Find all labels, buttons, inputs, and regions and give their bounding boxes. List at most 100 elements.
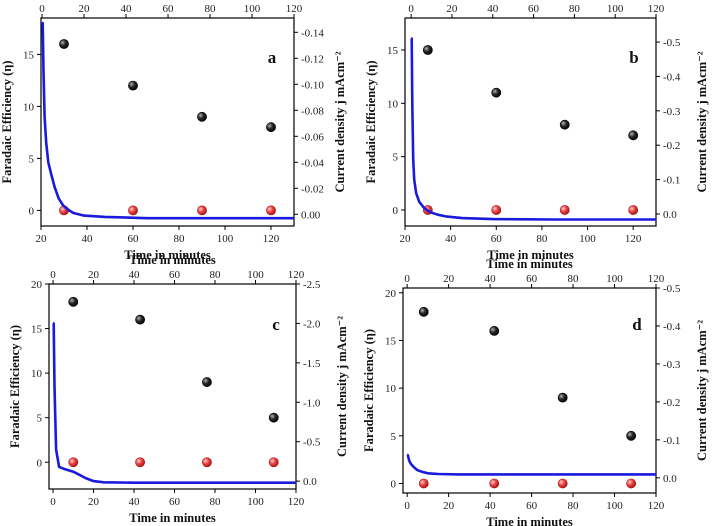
x2-tick-label: 60	[169, 269, 181, 281]
y2-tick-label: -0.2	[663, 397, 680, 409]
x-tick-label: 40	[129, 496, 141, 508]
x-tick-label: 120	[263, 233, 280, 245]
x2-tick-label: 40	[485, 273, 497, 285]
efficiency-point-red	[202, 457, 212, 468]
y2-tick-label: 0.0	[663, 473, 677, 485]
panel-label: a	[268, 48, 277, 67]
efficiency-point-black	[266, 122, 276, 133]
efficiency-point-red	[628, 205, 639, 215]
y2-tick-label: -0.14	[301, 27, 324, 39]
y2-tick-label: -0.5	[303, 437, 321, 449]
efficiency-point-black	[202, 377, 212, 387]
efficiency-point-black	[489, 326, 500, 336]
plot-frame	[402, 287, 657, 494]
y-tick-label: 5	[391, 431, 397, 443]
x-tick-label: 80	[210, 496, 222, 508]
y-tick-label: 0	[29, 205, 35, 217]
x2-tick-label: 20	[443, 273, 455, 285]
y2-tick-label: 0.00	[301, 209, 321, 221]
y2-tick-label: -0.02	[301, 183, 324, 195]
x2-tick-label: 100	[606, 273, 623, 285]
x-tick-label: 100	[606, 500, 623, 512]
efficiency-point-black	[626, 430, 637, 441]
y-tick-label: 10	[31, 368, 43, 380]
x-tick-label: 20	[36, 233, 48, 245]
efficiency-point-red	[68, 457, 79, 468]
y2-tick-label: 0.0	[663, 209, 677, 221]
y-axis-title: Faradaic Efficiency (η)	[362, 329, 376, 452]
efficiency-point-black	[128, 80, 138, 91]
x2-tick-label: 40	[129, 269, 141, 281]
x-tick-label: 80	[174, 233, 186, 245]
y2-tick-label: -0.1	[663, 175, 680, 187]
panel-b: 20 40 60 80 100 120 0 20 40 60 80 100 120 0 5 10 15 0.0 -0…	[364, 0, 709, 262]
efficiency-point-black	[268, 412, 279, 423]
y2-tick-label: -0.10	[301, 79, 324, 91]
plot-frame	[48, 283, 297, 490]
y-tick-label: 10	[23, 101, 35, 113]
y2-tick-label: -0.5	[663, 283, 681, 295]
x2-tick-label: 120	[288, 269, 305, 281]
y-tick-label: 5	[37, 413, 43, 425]
current-density-line	[406, 453, 656, 476]
efficiency-point-black	[559, 119, 570, 130]
y2-tick-label: -0.06	[301, 131, 324, 143]
efficiency-point-red	[197, 205, 207, 216]
y2-tick-label: -0.5	[663, 37, 681, 49]
y-tick-label: 20	[31, 279, 43, 291]
y-axis-title: Faradaic Efficiency (η)	[364, 60, 378, 183]
x-tick-label: 120	[625, 233, 642, 245]
y-axis-title: Faradaic Efficiency (η)	[8, 325, 22, 448]
x2-tick-label: 40	[121, 3, 133, 15]
y-tick-label: 15	[385, 335, 397, 347]
efficiency-point-black	[557, 392, 568, 403]
x-tick-label: 80	[536, 233, 548, 245]
y2-tick-label: -0.08	[301, 105, 324, 117]
y2-tick-label: -0.1	[663, 435, 680, 447]
plot-frame	[40, 17, 295, 227]
x-tick-label: 20	[400, 233, 412, 245]
y-tick-label: 15	[387, 45, 399, 57]
x-axis-title: Time in minutes	[124, 248, 211, 262]
panel-label: d	[632, 315, 642, 334]
efficiency-point-black	[628, 130, 639, 141]
y-tick-label: 0	[393, 205, 399, 217]
panel-c: 0 20 40 60 80 100 120 0 20 40 60 80 100 120 0 5 10 15 20 0.…	[8, 253, 349, 525]
x-tick-label: 40	[82, 233, 94, 245]
x2-tick-label: 100	[247, 269, 264, 281]
x-tick-label: 120	[648, 500, 665, 512]
x-axis-title: Time in minutes	[129, 511, 216, 525]
efficiency-point-red	[266, 205, 276, 216]
efficiency-point-red	[559, 205, 570, 215]
current-density-line	[52, 322, 296, 485]
panel-d: 0 20 40 60 80 100 120 0 20 40 60 80 100 120 0 5 10 15 20 0.…	[362, 257, 709, 526]
y-tick-label: 0	[391, 478, 397, 490]
y2-tick-label: -0.4	[663, 321, 681, 333]
x2-tick-label: 120	[286, 3, 303, 15]
x-tick-label: 60	[526, 500, 538, 512]
efficiency-point-black	[491, 87, 502, 98]
current-density-line	[41, 21, 294, 220]
y-tick-label: 0	[37, 457, 43, 469]
x2-tick-label: 40	[487, 3, 499, 15]
y2-tick-label: -0.2	[663, 140, 680, 152]
x2-tick-label: 120	[648, 273, 665, 285]
y2-axis-title: Current density j mAcm⁻²	[695, 320, 709, 461]
y-tick-label: 5	[393, 152, 399, 164]
y-tick-label: 20	[385, 288, 397, 300]
x2-tick-label: 80	[568, 273, 580, 285]
efficiency-point-black	[59, 39, 69, 49]
y-tick-label: 10	[387, 98, 399, 110]
y2-tick-label: -0.12	[301, 53, 324, 65]
y2-tick-label: -0.3	[663, 359, 681, 371]
efficiency-point-black	[197, 111, 207, 122]
x-tick-label: 60	[169, 496, 181, 508]
efficiency-point-red	[491, 205, 502, 215]
x-tick-label: 60	[128, 233, 140, 245]
x-tick-label: 0	[50, 496, 56, 508]
efficiency-point-red	[626, 478, 637, 489]
y-tick-label: 5	[29, 153, 35, 165]
x2-tick-label: 100	[607, 3, 624, 15]
x2-tick-label: 20	[446, 3, 458, 15]
